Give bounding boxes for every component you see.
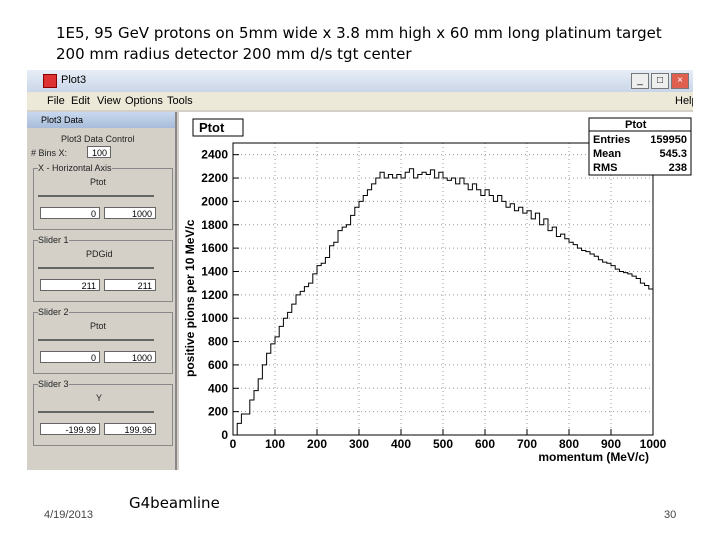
slider1-track[interactable]	[38, 267, 154, 269]
y-tick-label: 2400	[201, 148, 228, 162]
plot-canvas[interactable]: 0 100 200 300 400 500 600 700 800 900 1000 0 200 400 6…	[179, 112, 693, 470]
x-tick-label: 200	[307, 437, 327, 451]
slider1-max-input[interactable]: 211	[104, 279, 156, 291]
screenshot-area: Plot3 _ □ × File Edit View Options Tools…	[27, 70, 693, 470]
menu-view[interactable]: View	[97, 95, 121, 107]
histogram-chart: 0 100 200 300 400 500 600 700 800 900 1000 0 200 400 6…	[183, 117, 692, 464]
y-tick-label: 1000	[201, 311, 228, 325]
slide-title-line1: 1E5, 95 GeV protons on 5mm wide x 3.8 mm…	[56, 24, 662, 42]
x-axis-label: X - Horizontal Axis	[38, 163, 112, 173]
y-tick-label: 800	[208, 335, 228, 349]
bins-input[interactable]: 100	[87, 146, 111, 158]
y-axis-title: positive pions per 10 MeV/c	[183, 219, 197, 377]
y-tick-label: 1600	[201, 241, 228, 255]
slider2-label: Slider 2	[38, 307, 69, 317]
slider3-min-input[interactable]: -199.99	[40, 423, 100, 435]
stats-rms-value: 238	[669, 162, 687, 174]
footer-date: 4/19/2013	[44, 509, 93, 521]
y-tick-label: 200	[208, 405, 228, 419]
page-number: 30	[664, 509, 677, 521]
histogram-line	[233, 168, 653, 436]
stats-mean-label: Mean	[593, 148, 621, 160]
x-max-input[interactable]: 1000	[104, 207, 156, 219]
slider2-group: Slider 2 Ptot 0 1000	[33, 307, 173, 374]
stats-mean-value: 545.3	[659, 148, 687, 160]
app-icon	[43, 74, 57, 88]
stats-box	[588, 117, 692, 176]
slider3-max-input[interactable]: 199.96	[104, 423, 156, 435]
minimize-button[interactable]: _	[631, 73, 649, 89]
y-tick-label: 2000	[201, 194, 228, 208]
x-axis-slider[interactable]	[38, 195, 154, 197]
footer-name: G4beamline	[129, 494, 220, 512]
x-axis-title: momentum (MeV/c)	[538, 450, 649, 464]
x-tick-label: 800	[559, 437, 579, 451]
x-tick-label: 1000	[640, 437, 667, 451]
x-tick-label: 400	[391, 437, 411, 451]
y-tick-label: 400	[208, 381, 228, 395]
slider1-group: Slider 1 PDGid 211 211	[33, 235, 173, 302]
panel-title: Plot3 Data	[41, 115, 84, 125]
y-tick-label: 1400	[201, 264, 228, 278]
x-tick-label: 500	[433, 437, 453, 451]
y-tick-label: 600	[208, 358, 228, 372]
menu-edit[interactable]: Edit	[71, 95, 90, 107]
panel-titlebar: Plot3 Data	[27, 112, 175, 128]
menu-bar: File Edit View Options Tools Help	[27, 92, 693, 110]
x-tick-label: 300	[349, 437, 369, 451]
stats-title: Ptot	[625, 119, 647, 131]
slider2-min-input[interactable]: 0	[40, 351, 100, 363]
plot-data-panel: Plot3 Data Plot3 Data Control # Bins X: …	[27, 112, 177, 470]
x-tick-label: 100	[265, 437, 285, 451]
x-axis-variable[interactable]: Ptot	[90, 177, 107, 187]
slider3-variable[interactable]: Y	[96, 393, 103, 403]
slider2-max-input[interactable]: 1000	[104, 351, 156, 363]
close-button[interactable]: ×	[671, 73, 689, 89]
window-title: Plot3	[61, 74, 87, 86]
x-tick-label: 900	[601, 437, 621, 451]
maximize-button[interactable]: □	[651, 73, 669, 89]
slider3-label: Slider 3	[38, 379, 69, 389]
menu-help[interactable]: Help	[675, 95, 693, 107]
hist-name: Ptot	[199, 120, 225, 135]
y-tick-label: 2200	[201, 171, 228, 185]
slider3-group: Slider 3 Y -199.99 199.96	[33, 379, 173, 446]
stats-entries-value: 159950	[650, 134, 687, 146]
y-tick-label: 1800	[201, 218, 228, 232]
slider1-label: Slider 1	[38, 235, 69, 245]
slider2-variable[interactable]: Ptot	[90, 321, 107, 331]
bins-label: # Bins X:	[31, 148, 68, 158]
hist-name-box	[192, 118, 244, 137]
x-min-input[interactable]: 0	[40, 207, 100, 219]
menu-tools[interactable]: Tools	[167, 95, 193, 107]
slide-title-line2: 200 mm radius detector 200 mm d/s tgt ce…	[56, 45, 412, 63]
stats-entries-label: Entries	[593, 134, 630, 146]
panel-header: Plot3 Data Control	[61, 134, 135, 144]
x-axis-group: X - Horizontal Axis Ptot 0 1000	[33, 163, 173, 230]
y-tick-label: 1200	[201, 288, 228, 302]
slider1-variable[interactable]: PDGid	[86, 249, 113, 259]
slider3-track[interactable]	[38, 411, 154, 413]
y-tick-label: 0	[221, 428, 228, 442]
x-tick-label: 600	[475, 437, 495, 451]
slider1-min-input[interactable]: 211	[40, 279, 100, 291]
menu-file[interactable]: File	[47, 95, 65, 107]
window-titlebar: Plot3 _ □ ×	[27, 70, 693, 93]
x-tick-label: 700	[517, 437, 537, 451]
menu-options[interactable]: Options	[125, 95, 163, 107]
x-tick-label: 0	[230, 437, 237, 451]
slider2-track[interactable]	[38, 339, 154, 341]
stats-rms-label: RMS	[593, 162, 617, 174]
